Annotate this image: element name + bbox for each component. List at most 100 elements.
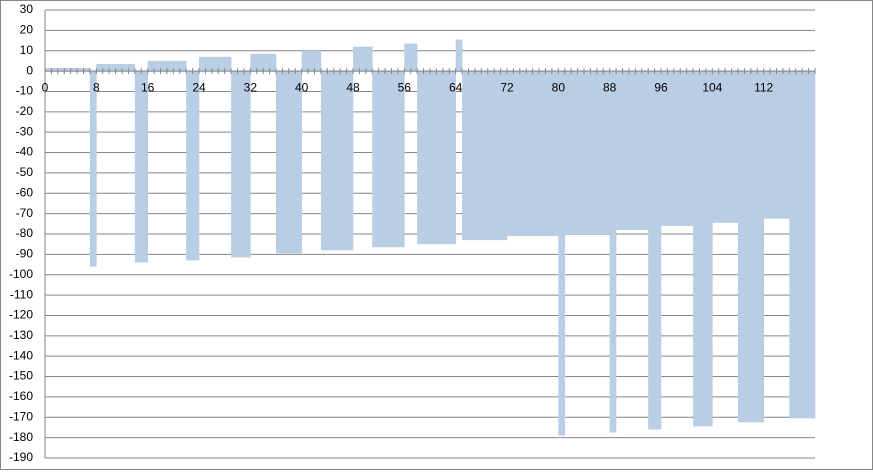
x-tick-label: 32: [244, 80, 258, 94]
bar: [770, 71, 777, 219]
bar: [551, 71, 559, 237]
bar: [802, 71, 809, 419]
bar: [199, 56, 206, 72]
bar: [365, 46, 373, 72]
x-tick-label: 8: [93, 80, 100, 94]
bar: [385, 71, 392, 248]
y-tick-label: -70: [16, 206, 34, 220]
bar: [661, 71, 668, 226]
y-tick-label: 0: [26, 63, 33, 77]
y-tick-label: 10: [20, 43, 34, 57]
bar: [654, 71, 662, 430]
x-tick-label: 72: [500, 80, 514, 94]
bar: [102, 63, 110, 72]
bar: [712, 71, 720, 223]
bar: [115, 63, 123, 72]
bar: [122, 63, 129, 72]
bar: [564, 71, 572, 234]
bar: [51, 68, 59, 72]
bar: [673, 71, 681, 226]
bar: [96, 63, 104, 72]
bar: [57, 68, 65, 72]
y-tick-label: -190: [9, 450, 33, 464]
bar: [372, 71, 379, 248]
bar: [186, 71, 193, 261]
y-tick-label: 30: [20, 2, 34, 16]
bar: [584, 71, 591, 234]
bar: [558, 71, 566, 436]
bar: [263, 53, 270, 72]
y-tick-label: -180: [9, 430, 33, 444]
bar: [494, 71, 501, 241]
bar: [134, 71, 142, 263]
bar: [577, 71, 585, 234]
bar: [487, 71, 495, 241]
bar: [468, 71, 476, 241]
bar: [763, 71, 771, 219]
bar: [224, 56, 232, 72]
bar: [776, 71, 784, 219]
bar: [622, 71, 630, 230]
bar: [449, 71, 456, 245]
bar: [571, 71, 578, 234]
bar: [288, 71, 296, 254]
bar: [256, 53, 264, 72]
bar: [628, 71, 636, 230]
bar: [109, 63, 116, 72]
bar: [474, 71, 482, 241]
bar: [301, 50, 309, 72]
bar: [430, 71, 437, 245]
bar: [70, 68, 78, 72]
x-tick-label: 24: [192, 80, 206, 94]
bar: [353, 46, 360, 72]
bar: [539, 71, 546, 237]
bar: [641, 71, 649, 230]
bar: [282, 71, 290, 254]
bar: [680, 71, 687, 226]
bar: [237, 71, 245, 258]
bar: [442, 71, 450, 245]
x-tick-label: 16: [141, 80, 155, 94]
bar: [609, 71, 617, 433]
bar: [333, 71, 341, 251]
bar: [455, 39, 463, 72]
y-tick-label: -80: [16, 226, 34, 240]
bar: [744, 71, 752, 423]
bar: [699, 71, 707, 427]
bar: [526, 71, 533, 237]
x-tick-label: 80: [552, 80, 566, 94]
bar: [731, 71, 739, 223]
bar: [64, 68, 71, 72]
bar: [391, 71, 399, 248]
x-tick-label: 104: [702, 80, 722, 94]
bar: [211, 56, 219, 72]
bar: [154, 60, 161, 72]
bar: [808, 71, 816, 419]
bar: [397, 71, 405, 248]
bar: [603, 71, 610, 234]
x-tick-label: 40: [295, 80, 309, 94]
bar: [417, 71, 424, 245]
bar: [327, 71, 335, 251]
bar: [320, 71, 328, 251]
bar: [179, 60, 187, 72]
y-tick-label: -100: [9, 267, 33, 281]
bar: [738, 71, 745, 423]
bar: [481, 71, 489, 241]
bar: [192, 71, 200, 261]
y-tick-label: -20: [16, 104, 34, 118]
bar: [308, 50, 315, 72]
x-tick-label: 112: [754, 80, 773, 94]
bar: [250, 53, 258, 72]
y-tick-label: -150: [9, 369, 33, 383]
bar: [648, 71, 655, 430]
bar: [410, 43, 418, 72]
bar: [782, 71, 790, 219]
y-tick-label: -110: [10, 287, 33, 301]
bar: [231, 71, 238, 258]
y-tick-label: 20: [20, 23, 34, 37]
y-tick-label: -130: [9, 328, 33, 342]
bar: [276, 71, 283, 254]
bar: [218, 56, 225, 72]
